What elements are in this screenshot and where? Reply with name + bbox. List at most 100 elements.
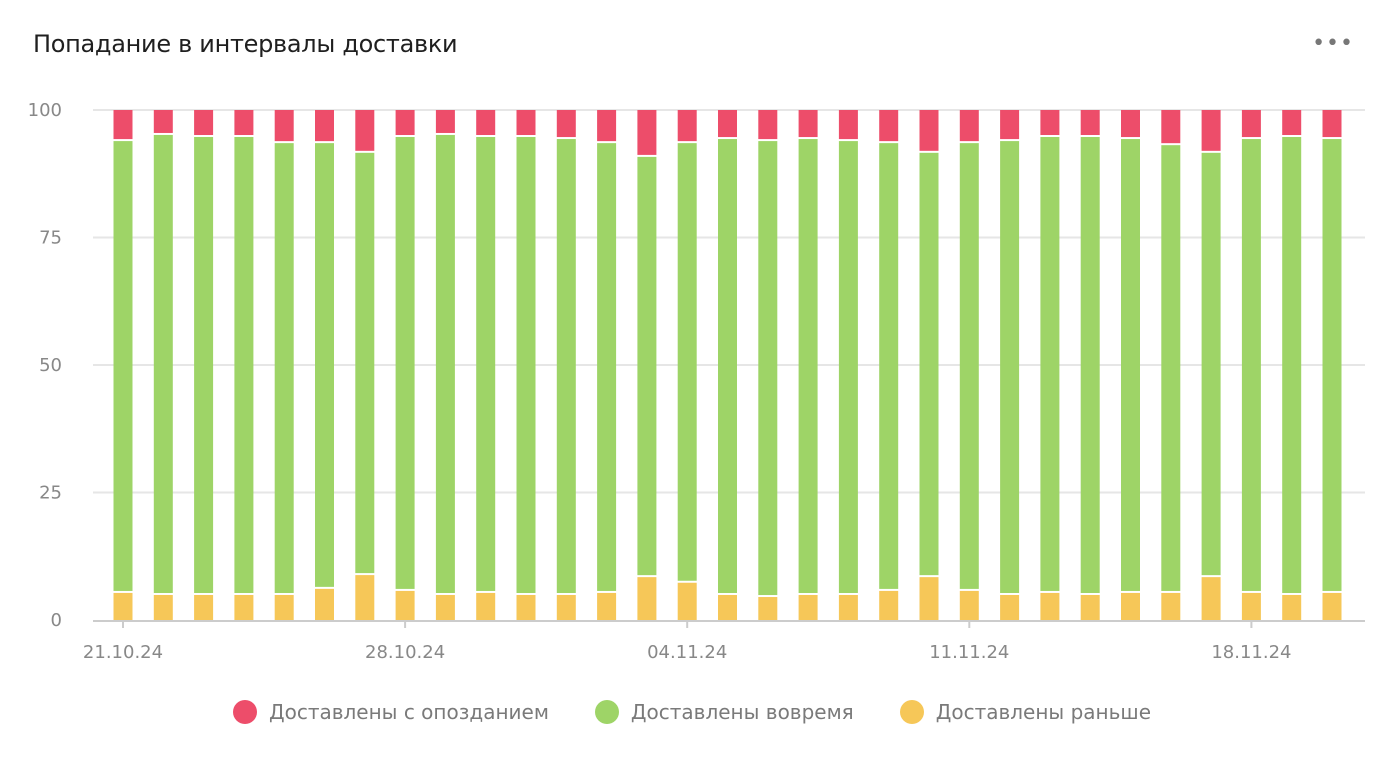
- bar-segment-late: [1322, 110, 1342, 138]
- bar-segment-on-time: [1161, 145, 1181, 591]
- bar-segment-late: [1282, 110, 1302, 136]
- bar-segment-on-time: [637, 156, 657, 576]
- bar-segment-early: [919, 577, 939, 620]
- y-tick-label: 75: [39, 228, 62, 249]
- bar-segment-early: [315, 588, 334, 620]
- more-horizontal-icon[interactable]: •••: [1312, 31, 1354, 56]
- bar-segment-on-time: [677, 143, 697, 581]
- legend-item-early[interactable]: Доставлены раньше: [899, 700, 1152, 724]
- bar-segment-late: [718, 110, 737, 138]
- bar-segment-late: [435, 110, 455, 133]
- bar-segment-early: [1322, 592, 1342, 620]
- bar-segment-late: [153, 110, 173, 133]
- bar-segment-early: [1121, 592, 1140, 620]
- bar-segment-late: [1201, 110, 1221, 151]
- bar-segment-late: [113, 110, 133, 140]
- bar-segment-early: [1241, 592, 1261, 620]
- bar-segment-on-time: [1080, 137, 1100, 593]
- bar-segment-on-time: [718, 139, 737, 593]
- bar-segment-on-time: [879, 143, 899, 589]
- bar-segment-early: [274, 594, 294, 620]
- bar-segment-early: [355, 575, 375, 620]
- bar-segment-early: [637, 577, 657, 620]
- legend-item-late[interactable]: Доставлены с опозданием: [232, 700, 549, 724]
- bar-segment-late: [274, 110, 294, 142]
- bar-segment-late: [597, 110, 617, 142]
- bar-segment-early: [194, 594, 214, 620]
- legend-dot-late: [232, 700, 257, 724]
- bar-segment-late: [234, 110, 254, 136]
- bar-segment-on-time: [153, 134, 173, 593]
- bar-segment-on-time: [758, 141, 778, 596]
- bar-segment-late: [1241, 110, 1261, 138]
- bar-segment-late: [758, 110, 778, 140]
- bar-segment-late: [1080, 110, 1100, 136]
- bar-segment-on-time: [516, 137, 536, 593]
- legend-dot-early: [899, 700, 924, 724]
- bar-segment-early: [718, 594, 737, 620]
- bar-segment-early: [153, 594, 173, 620]
- chart-title: Попадание в интервалы доставки: [33, 30, 458, 58]
- bar-segment-early: [516, 594, 536, 620]
- bar-segment-on-time: [315, 143, 334, 587]
- bar-segment-late: [194, 110, 214, 136]
- bar-segment-late: [959, 110, 979, 142]
- bar-segment-late: [677, 110, 697, 142]
- x-tick-label: 21.10.24: [83, 642, 163, 663]
- legend: Доставлены с опозданием Доставлены вовре…: [0, 700, 1384, 724]
- y-tick-label: 25: [39, 483, 62, 504]
- bar-segment-on-time: [194, 137, 214, 593]
- bar-segment-early: [113, 592, 133, 620]
- bar-segment-on-time: [959, 143, 979, 589]
- bar-segment-early: [1282, 594, 1302, 620]
- bar-segment-early: [758, 597, 778, 620]
- bar-segment-late: [476, 110, 496, 136]
- legend-item-on-time[interactable]: Доставлены вовремя: [594, 700, 854, 724]
- bar-segment-on-time: [355, 152, 375, 574]
- bar-segment-late: [315, 110, 334, 142]
- bar-segment-early: [395, 590, 415, 620]
- bar-segment-on-time: [395, 137, 415, 589]
- bar-segment-early: [435, 594, 455, 620]
- legend-label: Доставлены раньше: [935, 700, 1152, 724]
- bar-segment-early: [959, 590, 979, 620]
- bar-segment-early: [597, 592, 617, 620]
- bar-segment-late: [395, 110, 415, 136]
- bar-segment-on-time: [597, 143, 617, 591]
- bar-segment-on-time: [1201, 152, 1221, 576]
- bar-segment-late: [556, 110, 576, 138]
- x-tick-label: 18.11.24: [1211, 642, 1291, 663]
- bar-segment-early: [879, 590, 899, 620]
- legend-dot-on-time: [594, 700, 619, 724]
- bar-segment-late: [798, 110, 818, 138]
- bar-segment-on-time: [274, 143, 294, 593]
- bar-segment-early: [1080, 594, 1100, 620]
- bar-segment-on-time: [476, 137, 496, 591]
- bar-segment-early: [838, 594, 858, 620]
- bar-segment-on-time: [113, 141, 133, 591]
- y-tick-label: 100: [28, 100, 62, 121]
- bar-segment-on-time: [234, 137, 254, 593]
- legend-label: Доставлены с опозданием: [268, 700, 549, 724]
- bar-segment-late: [879, 110, 899, 142]
- bar-segment-on-time: [798, 139, 818, 593]
- bar-segment-early: [476, 592, 496, 620]
- bar-segment-late: [1121, 110, 1140, 138]
- bar-segment-late: [1040, 110, 1060, 136]
- bar-segment-on-time: [435, 134, 455, 593]
- bar-segment-late: [355, 110, 375, 151]
- bar-segment-on-time: [919, 152, 939, 576]
- bar-segment-early: [798, 594, 818, 620]
- bar-segment-on-time: [1040, 137, 1060, 591]
- x-tick-label: 28.10.24: [365, 642, 445, 663]
- x-tick-label: 04.11.24: [647, 642, 727, 663]
- legend-label: Доставлены вовремя: [630, 700, 854, 724]
- bar-segment-early: [1161, 592, 1181, 620]
- bar-segment-early: [1201, 577, 1221, 620]
- bar-segment-late: [838, 110, 858, 140]
- y-tick-label: 0: [51, 610, 62, 631]
- bar-segment-on-time: [1241, 139, 1261, 591]
- x-tick-label: 11.11.24: [929, 642, 1009, 663]
- bar-segment-early: [234, 594, 254, 620]
- bar-segment-early: [677, 582, 697, 620]
